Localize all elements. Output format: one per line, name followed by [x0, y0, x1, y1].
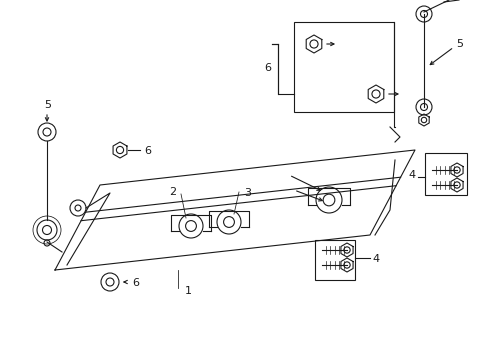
- Text: 2: 2: [169, 187, 176, 197]
- Text: 6: 6: [144, 146, 151, 156]
- Bar: [294, 22, 394, 112]
- Text: 5: 5: [456, 39, 463, 49]
- Bar: [425, 153, 467, 195]
- Text: 5: 5: [44, 100, 51, 110]
- Text: 4: 4: [372, 254, 379, 264]
- Text: 6: 6: [264, 63, 271, 73]
- Text: 4: 4: [408, 170, 415, 180]
- Text: 6: 6: [132, 278, 139, 288]
- Text: 1: 1: [185, 286, 192, 296]
- Bar: [315, 240, 355, 280]
- Text: 3: 3: [244, 188, 251, 198]
